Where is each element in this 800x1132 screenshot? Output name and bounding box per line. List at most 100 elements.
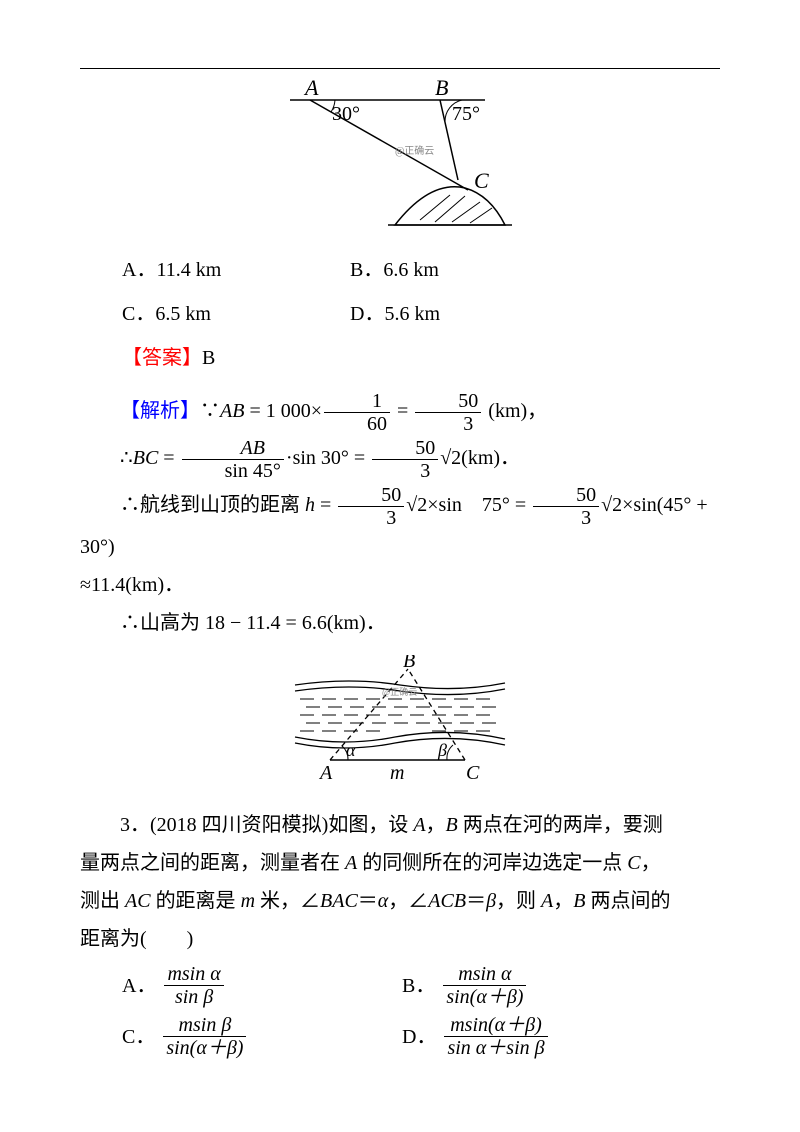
answer-line: 【答案】B (80, 340, 720, 376)
fig2-label-b: B (403, 655, 415, 672)
q3c-den: sin(α＋β) (163, 1037, 246, 1059)
q3d-num: msin(α＋β) (444, 1014, 547, 1037)
q3-option-b: B． msin αsin(α＋β) (402, 963, 720, 1008)
q3-eq2: ＝ (466, 890, 486, 912)
q3-ACB: ACB (428, 890, 466, 912)
t2a: ∴ (120, 447, 133, 469)
option-d: D．5.6 km (350, 296, 720, 332)
fig1-watermark: @正确云 (395, 144, 434, 157)
q3-beta: β (486, 890, 496, 912)
q3-B2: B (573, 890, 585, 912)
fig2-m: m (390, 762, 404, 784)
q3-c1: ， (426, 814, 446, 836)
answer-value: B (202, 347, 215, 369)
frac3-num: AB (182, 437, 284, 460)
explain-line-1: 【解析】∵AB = 1 000×160 = 503 (km)， (80, 390, 720, 435)
fig2-alpha: α (346, 740, 356, 760)
q3-opt-b-label: B． (402, 968, 435, 1004)
q3d-den: sin α＋sin β (444, 1037, 547, 1059)
question-3-l3: 测出 AC 的距离是 m 米，∠BAC＝α，∠ACB＝β，则 A，B 两点间的 (80, 883, 720, 919)
frac2-den: 3 (415, 413, 481, 435)
t1a: ∵ (200, 400, 220, 422)
frac6-num: 50 (533, 484, 599, 507)
q3-AC: AC (125, 890, 151, 912)
explain-line-4: ≈11.4(km)． (80, 567, 720, 603)
q3-opt-c-frac: msin βsin(α＋β) (163, 1014, 246, 1059)
question-3-l2: 量两点之间的距离，测量者在 A 的同侧所在的河岸边选定一点 C， (80, 845, 720, 881)
q3-opt-b-frac: msin αsin(α＋β) (443, 963, 526, 1008)
q3-b1b: 两点在河的两岸，要测 (458, 814, 663, 836)
q3-option-d: D． msin(α＋β)sin α＋sin β (402, 1014, 720, 1059)
q3-option-c: C． msin βsin(α＋β) (122, 1014, 402, 1059)
options-row-1: A．11.4 km B．6.6 km (80, 252, 720, 288)
option-c: C．6.5 km (80, 296, 350, 332)
q3-b3a: 测出 (80, 890, 125, 912)
t3b: = (315, 494, 336, 516)
q3-m: m (241, 890, 255, 912)
q3-A2: A (345, 852, 357, 874)
q3-opt-a-label: A． (122, 968, 156, 1004)
q3-opt-a-frac: msin αsin β (164, 963, 223, 1008)
t1c: = (392, 400, 413, 422)
frac4-num: 50 (372, 437, 438, 460)
q3-b1: 如图，设 (328, 814, 413, 836)
frac5-num: 50 (338, 484, 404, 507)
q3-A3: A (541, 890, 553, 912)
q3-b3d: ，则 (496, 890, 541, 912)
t1b: = 1 000× (244, 400, 322, 422)
figure-2: B A C α β m @正确云 (80, 655, 720, 797)
q3-b3b: 的距离是 (151, 890, 241, 912)
frac-5: 503 (338, 484, 404, 529)
fig1-angle-a: 30° (332, 103, 360, 125)
answer-label: 【答案】 (122, 347, 202, 369)
figure-1: A B C 30° 75° @正确云 (80, 80, 720, 242)
fig2-label-a: A (318, 762, 333, 784)
t1ab: AB (220, 400, 244, 422)
frac-6: 503 (533, 484, 599, 529)
q3-C: C (627, 852, 640, 874)
explain-line-3: ∴航线到山顶的距离 h = 503√2×sin 75° = 503√2×sin(… (80, 484, 720, 565)
explain-label: 【解析】 (120, 400, 200, 422)
q3-b3e: 两点间的 (585, 890, 670, 912)
q3a-den: sin β (164, 986, 223, 1008)
q3-b2a: 量两点之间的距离，测量者在 (80, 852, 345, 874)
frac5-den: 3 (338, 507, 404, 529)
q3-A: A (413, 814, 425, 836)
q3-opt-d-frac: msin(α＋β)sin α＋sin β (444, 1014, 547, 1059)
option-b: B．6.6 km (350, 252, 720, 288)
q3-b2b: 的同侧所在的河岸边选定一点 (357, 852, 627, 874)
q3-eq1: ＝ (358, 890, 378, 912)
q3-prefix: 3． (120, 814, 150, 836)
frac-1: 160 (324, 390, 390, 435)
q3-option-a: A． msin αsin β (122, 963, 402, 1008)
q3-source: (2018 四川资阳模拟) (150, 814, 328, 836)
fig2-beta: β (437, 740, 447, 760)
question-3-l4: 距离为( ) (80, 921, 720, 957)
fig1-label-b: B (435, 80, 448, 100)
options-row-2: C．6.5 km D．5.6 km (80, 296, 720, 332)
frac1-den: 60 (324, 413, 390, 435)
fig1-angle-b: 75° (452, 103, 480, 125)
q3-BAC: BAC (320, 890, 358, 912)
frac2-num: 50 (415, 390, 481, 413)
t3a: ∴航线到山顶的距离 (120, 494, 305, 516)
frac4-den: 3 (372, 460, 438, 482)
fig1-label-c: C (474, 168, 489, 193)
fig2-watermark: @正确云 (382, 686, 417, 697)
explain-line-5: ∴山高为 18 − 11.4 = 6.6(km)． (80, 605, 720, 641)
q3-options: A． msin αsin β B． msin αsin(α＋β) C． msin… (80, 963, 720, 1059)
frac3-den: sin 45° (182, 460, 284, 482)
t2bc: BC (133, 447, 159, 469)
q3-b3c: 米，∠ (255, 890, 320, 912)
frac-3: ABsin 45° (182, 437, 284, 482)
q3-c3: ，∠ (388, 890, 428, 912)
q3-c2: ， (641, 852, 661, 874)
frac6-den: 3 (533, 507, 599, 529)
t3h: h (305, 494, 315, 516)
q3-alpha: α (378, 890, 389, 912)
q3b-num: msin α (443, 963, 526, 986)
fig2-label-c: C (466, 762, 480, 784)
t1d: (km)， (483, 400, 547, 422)
t3c: √2×sin 75° = (406, 494, 531, 516)
q3-c4: ， (553, 890, 573, 912)
